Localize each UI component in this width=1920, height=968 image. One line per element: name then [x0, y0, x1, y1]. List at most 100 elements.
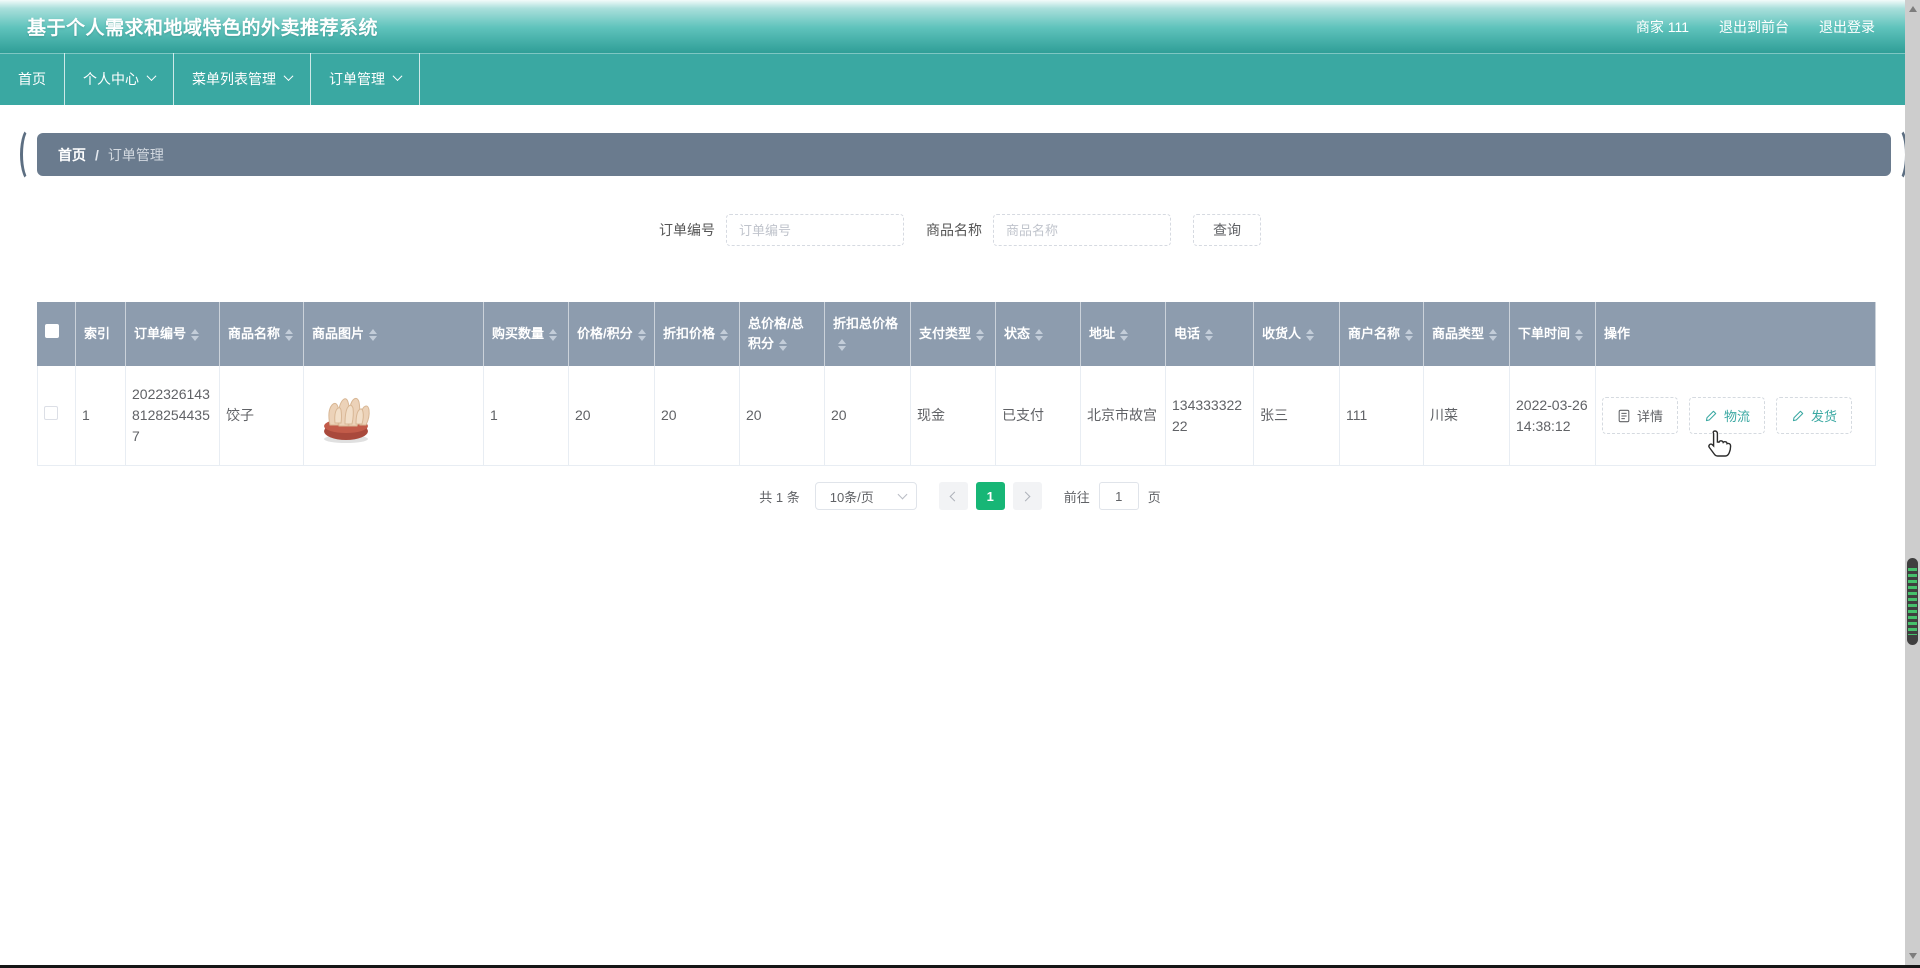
product-name-input[interactable]: [993, 214, 1171, 246]
breadcrumb-wrap: 首页 / 订单管理: [20, 127, 1908, 182]
row-checkbox[interactable]: [44, 406, 58, 420]
cell-price: 20: [569, 366, 655, 466]
cell-consignee: 张三: [1254, 366, 1340, 466]
chevron-right-icon: [1020, 491, 1031, 501]
goto-page-input[interactable]: [1098, 482, 1139, 510]
scrollbar-down-arrow[interactable]: [1905, 948, 1920, 964]
app-title: 基于个人需求和地域特色的外卖推荐系统: [27, 18, 379, 39]
col-discount-total-price[interactable]: 折扣总价格: [825, 302, 911, 366]
col-order-time[interactable]: 下单时间: [1510, 302, 1596, 366]
col-phone[interactable]: 电话: [1166, 302, 1254, 366]
order-no-input[interactable]: [726, 214, 904, 246]
col-order-no[interactable]: 订单编号: [126, 302, 220, 366]
total-count: 共 1 条: [759, 489, 800, 505]
chevron-down-icon: [146, 70, 157, 81]
order-no-label: 订单编号: [659, 222, 715, 238]
cell-phone: 13433332222: [1166, 366, 1254, 466]
nav-item-personal-center[interactable]: 个人中心: [65, 53, 174, 105]
current-page-button[interactable]: 1: [975, 482, 1005, 510]
chevron-down-icon: [392, 70, 403, 81]
page-size-select[interactable]: 10条/页: [814, 482, 917, 510]
table-header-row: 索引 订单编号 商品名称 商品图片 购买数量 价格/积分 折扣价格 总价格/总积…: [37, 302, 1876, 366]
sort-caret-icon[interactable]: [637, 328, 646, 341]
chevron-down-icon: [897, 489, 908, 499]
col-status[interactable]: 状态: [996, 302, 1081, 366]
cell-index: 1: [76, 366, 126, 466]
logistics-button[interactable]: 物流: [1689, 397, 1766, 434]
sort-caret-icon[interactable]: [285, 328, 294, 341]
prev-page-button[interactable]: [938, 482, 968, 510]
sort-caret-icon[interactable]: [1489, 328, 1498, 341]
chevron-left-icon: [949, 491, 960, 501]
table-row: 1 202232614381282544357 饺子: [37, 366, 1876, 466]
cell-merchant-name: 111: [1340, 366, 1424, 466]
cell-order-no: 202232614381282544357: [126, 366, 220, 466]
sort-caret-icon[interactable]: [1120, 328, 1129, 341]
goto-suffix: 页: [1147, 489, 1161, 505]
sort-caret-icon[interactable]: [191, 328, 200, 341]
goto-label: 前往: [1063, 489, 1090, 505]
cell-discount-price: 20: [655, 366, 740, 466]
sort-caret-icon[interactable]: [1306, 328, 1315, 341]
cell-product-name: 饺子: [220, 366, 304, 466]
nav-item-home[interactable]: 首页: [0, 53, 65, 105]
sort-caret-icon[interactable]: [720, 328, 729, 341]
col-pay-type[interactable]: 支付类型: [911, 302, 996, 366]
merchant-name[interactable]: 商家 111: [1635, 18, 1689, 35]
nav-item-order-management[interactable]: 订单管理: [311, 53, 420, 105]
next-page-button[interactable]: [1012, 482, 1042, 510]
header-user-area: 商家 111 退出到前台 退出登录: [1636, 17, 1875, 37]
exit-to-front-link[interactable]: 退出到前台: [1719, 18, 1789, 35]
sort-caret-icon[interactable]: [369, 328, 378, 341]
row-select-cell: [37, 366, 76, 466]
edit-icon: [1792, 410, 1804, 421]
breadcrumb-separator: /: [95, 146, 99, 163]
cell-actions: 详情 物流 发货: [1596, 366, 1876, 466]
cell-product-image: [304, 366, 484, 466]
sort-caret-icon[interactable]: [1405, 328, 1414, 341]
col-consignee[interactable]: 收货人: [1254, 302, 1340, 366]
col-actions: 操作: [1596, 302, 1876, 366]
logout-link[interactable]: 退出登录: [1819, 18, 1875, 35]
col-quantity[interactable]: 购买数量: [484, 302, 569, 366]
document-icon: [1618, 409, 1630, 422]
col-product-image[interactable]: 商品图片: [304, 302, 484, 366]
app-header: 基于个人需求和地域特色的外卖推荐系统 商家 111 退出到前台 退出登录: [0, 0, 1920, 53]
scrollbar-up-arrow[interactable]: [1905, 1, 1920, 17]
col-total-price[interactable]: 总价格/总积分: [740, 302, 825, 366]
product-name-label: 商品名称: [926, 222, 982, 238]
product-image-dumplings: [324, 397, 370, 443]
vertical-scrollbar[interactable]: [1905, 0, 1920, 968]
breadcrumb-home-link[interactable]: 首页: [58, 146, 86, 163]
cell-discount-total-price: 20: [825, 366, 911, 466]
sort-caret-icon[interactable]: [549, 328, 558, 341]
col-price[interactable]: 价格/积分: [569, 302, 655, 366]
breadcrumb-left-brace-decoration: [20, 127, 40, 182]
col-discount-price[interactable]: 折扣价格: [655, 302, 740, 366]
cell-pay-type: 现金: [911, 366, 996, 466]
detail-button[interactable]: 详情: [1602, 397, 1679, 434]
nav-item-menu-list-management[interactable]: 菜单列表管理: [174, 53, 311, 105]
col-product-name[interactable]: 商品名称: [220, 302, 304, 366]
sort-caret-icon[interactable]: [1205, 328, 1214, 341]
breadcrumb: 首页 / 订单管理: [37, 133, 1891, 176]
cell-quantity: 1: [484, 366, 569, 466]
cell-product-type: 川菜: [1424, 366, 1510, 466]
query-button[interactable]: 查询: [1193, 214, 1261, 246]
scrollbar-thumb[interactable]: [1907, 558, 1918, 645]
sort-caret-icon[interactable]: [976, 328, 985, 341]
sort-caret-icon[interactable]: [1575, 328, 1584, 341]
sort-caret-icon[interactable]: [838, 338, 846, 351]
main-nav: 首页 个人中心 菜单列表管理 订单管理: [0, 53, 1920, 105]
select-all-checkbox[interactable]: [45, 324, 59, 338]
select-all-cell: [37, 302, 76, 366]
cell-total-price: 20: [740, 366, 825, 466]
sort-caret-icon[interactable]: [1035, 328, 1044, 341]
window-bottom-edge: [0, 965, 1920, 968]
search-form: 订单编号 商品名称 查询: [0, 214, 1920, 246]
col-address[interactable]: 地址: [1081, 302, 1166, 366]
col-product-type[interactable]: 商品类型: [1424, 302, 1510, 366]
sort-caret-icon[interactable]: [779, 338, 788, 351]
ship-button[interactable]: 发货: [1776, 397, 1853, 434]
col-merchant-name[interactable]: 商户名称: [1340, 302, 1424, 366]
